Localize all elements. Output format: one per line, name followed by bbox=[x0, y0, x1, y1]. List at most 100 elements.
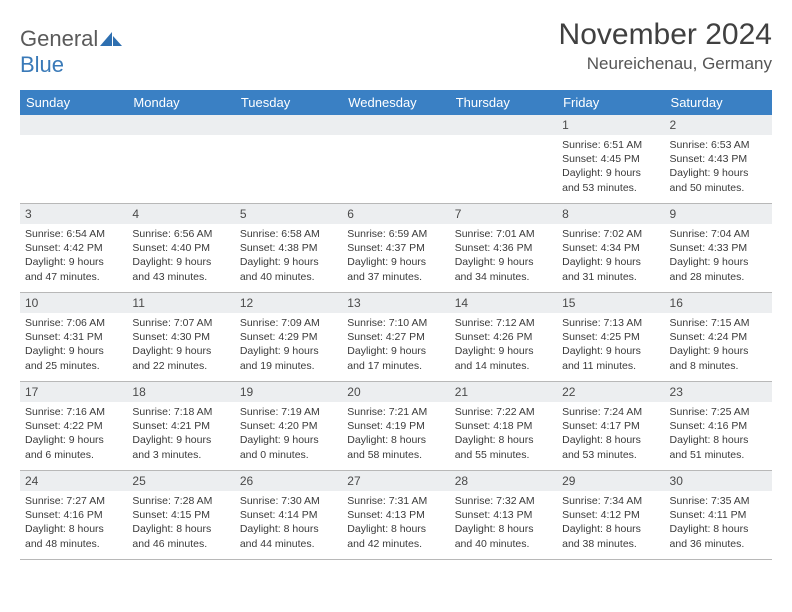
sunset-line: Sunset: 4:29 PM bbox=[240, 330, 337, 344]
column-header: Tuesday bbox=[235, 90, 342, 115]
column-header: Thursday bbox=[450, 90, 557, 115]
daylight-line: Daylight: 9 hours and 34 minutes. bbox=[455, 255, 552, 283]
day-cell: 9Sunrise: 7:04 AMSunset: 4:33 PMDaylight… bbox=[665, 204, 772, 293]
sunset-line: Sunset: 4:16 PM bbox=[25, 508, 122, 522]
logo-sail-icon bbox=[100, 26, 122, 52]
sunset-line: Sunset: 4:30 PM bbox=[132, 330, 229, 344]
sunset-line: Sunset: 4:17 PM bbox=[562, 419, 659, 433]
sunrise-line: Sunrise: 7:31 AM bbox=[347, 494, 444, 508]
sunrise-line: Sunrise: 6:53 AM bbox=[670, 138, 767, 152]
day-number: 27 bbox=[342, 471, 449, 491]
empty-daynum bbox=[235, 115, 342, 135]
sunset-line: Sunset: 4:18 PM bbox=[455, 419, 552, 433]
sunset-line: Sunset: 4:14 PM bbox=[240, 508, 337, 522]
sunset-line: Sunset: 4:42 PM bbox=[25, 241, 122, 255]
day-cell: 8Sunrise: 7:02 AMSunset: 4:34 PMDaylight… bbox=[557, 204, 664, 293]
day-data: Sunrise: 7:01 AMSunset: 4:36 PMDaylight:… bbox=[450, 224, 557, 290]
day-data: Sunrise: 6:59 AMSunset: 4:37 PMDaylight:… bbox=[342, 224, 449, 290]
daylight-line: Daylight: 9 hours and 47 minutes. bbox=[25, 255, 122, 283]
day-cell: 12Sunrise: 7:09 AMSunset: 4:29 PMDayligh… bbox=[235, 293, 342, 382]
sunset-line: Sunset: 4:37 PM bbox=[347, 241, 444, 255]
daylight-line: Daylight: 9 hours and 14 minutes. bbox=[455, 344, 552, 372]
day-data: Sunrise: 7:34 AMSunset: 4:12 PMDaylight:… bbox=[557, 491, 664, 557]
sunrise-line: Sunrise: 7:04 AM bbox=[670, 227, 767, 241]
sunset-line: Sunset: 4:19 PM bbox=[347, 419, 444, 433]
daylight-line: Daylight: 8 hours and 46 minutes. bbox=[132, 522, 229, 550]
day-number: 17 bbox=[20, 382, 127, 402]
daylight-line: Daylight: 8 hours and 38 minutes. bbox=[562, 522, 659, 550]
day-cell: 22Sunrise: 7:24 AMSunset: 4:17 PMDayligh… bbox=[557, 382, 664, 471]
daylight-line: Daylight: 9 hours and 17 minutes. bbox=[347, 344, 444, 372]
day-cell: 4Sunrise: 6:56 AMSunset: 4:40 PMDaylight… bbox=[127, 204, 234, 293]
sunset-line: Sunset: 4:34 PM bbox=[562, 241, 659, 255]
location: Neureichenau, Germany bbox=[559, 54, 772, 74]
day-number: 1 bbox=[557, 115, 664, 135]
day-number: 26 bbox=[235, 471, 342, 491]
empty-daynum bbox=[450, 115, 557, 135]
day-cell: 6Sunrise: 6:59 AMSunset: 4:37 PMDaylight… bbox=[342, 204, 449, 293]
day-number: 30 bbox=[665, 471, 772, 491]
day-data: Sunrise: 7:13 AMSunset: 4:25 PMDaylight:… bbox=[557, 313, 664, 379]
daylight-line: Daylight: 9 hours and 0 minutes. bbox=[240, 433, 337, 461]
day-data: Sunrise: 7:10 AMSunset: 4:27 PMDaylight:… bbox=[342, 313, 449, 379]
day-number: 15 bbox=[557, 293, 664, 313]
day-number: 24 bbox=[20, 471, 127, 491]
day-number: 16 bbox=[665, 293, 772, 313]
day-cell: 3Sunrise: 6:54 AMSunset: 4:42 PMDaylight… bbox=[20, 204, 127, 293]
daylight-line: Daylight: 9 hours and 3 minutes. bbox=[132, 433, 229, 461]
empty-daynum bbox=[20, 115, 127, 135]
day-data: Sunrise: 6:56 AMSunset: 4:40 PMDaylight:… bbox=[127, 224, 234, 290]
empty-cell bbox=[235, 115, 342, 204]
empty-cell bbox=[20, 115, 127, 204]
month-title: November 2024 bbox=[559, 18, 772, 52]
day-number: 8 bbox=[557, 204, 664, 224]
sunrise-line: Sunrise: 7:27 AM bbox=[25, 494, 122, 508]
sunset-line: Sunset: 4:12 PM bbox=[562, 508, 659, 522]
calendar-table: SundayMondayTuesdayWednesdayThursdayFrid… bbox=[20, 90, 772, 560]
day-cell: 24Sunrise: 7:27 AMSunset: 4:16 PMDayligh… bbox=[20, 471, 127, 560]
day-number: 21 bbox=[450, 382, 557, 402]
day-number: 5 bbox=[235, 204, 342, 224]
day-number: 28 bbox=[450, 471, 557, 491]
daylight-line: Daylight: 8 hours and 44 minutes. bbox=[240, 522, 337, 550]
sunset-line: Sunset: 4:26 PM bbox=[455, 330, 552, 344]
day-number: 6 bbox=[342, 204, 449, 224]
day-data: Sunrise: 7:04 AMSunset: 4:33 PMDaylight:… bbox=[665, 224, 772, 290]
sunset-line: Sunset: 4:45 PM bbox=[562, 152, 659, 166]
daylight-line: Daylight: 9 hours and 40 minutes. bbox=[240, 255, 337, 283]
day-number: 20 bbox=[342, 382, 449, 402]
day-cell: 18Sunrise: 7:18 AMSunset: 4:21 PMDayligh… bbox=[127, 382, 234, 471]
day-number: 29 bbox=[557, 471, 664, 491]
title-block: November 2024 Neureichenau, Germany bbox=[559, 18, 772, 74]
day-data: Sunrise: 7:02 AMSunset: 4:34 PMDaylight:… bbox=[557, 224, 664, 290]
sunrise-line: Sunrise: 7:12 AM bbox=[455, 316, 552, 330]
sunrise-line: Sunrise: 7:01 AM bbox=[455, 227, 552, 241]
daylight-line: Daylight: 9 hours and 22 minutes. bbox=[132, 344, 229, 372]
sunset-line: Sunset: 4:25 PM bbox=[562, 330, 659, 344]
day-cell: 13Sunrise: 7:10 AMSunset: 4:27 PMDayligh… bbox=[342, 293, 449, 382]
day-number: 19 bbox=[235, 382, 342, 402]
day-cell: 10Sunrise: 7:06 AMSunset: 4:31 PMDayligh… bbox=[20, 293, 127, 382]
daylight-line: Daylight: 9 hours and 25 minutes. bbox=[25, 344, 122, 372]
day-cell: 28Sunrise: 7:32 AMSunset: 4:13 PMDayligh… bbox=[450, 471, 557, 560]
day-data: Sunrise: 7:28 AMSunset: 4:15 PMDaylight:… bbox=[127, 491, 234, 557]
day-number: 2 bbox=[665, 115, 772, 135]
day-data: Sunrise: 7:32 AMSunset: 4:13 PMDaylight:… bbox=[450, 491, 557, 557]
day-cell: 7Sunrise: 7:01 AMSunset: 4:36 PMDaylight… bbox=[450, 204, 557, 293]
sunset-line: Sunset: 4:27 PM bbox=[347, 330, 444, 344]
day-number: 7 bbox=[450, 204, 557, 224]
sunrise-line: Sunrise: 7:06 AM bbox=[25, 316, 122, 330]
day-cell: 20Sunrise: 7:21 AMSunset: 4:19 PMDayligh… bbox=[342, 382, 449, 471]
day-data: Sunrise: 7:35 AMSunset: 4:11 PMDaylight:… bbox=[665, 491, 772, 557]
day-cell: 15Sunrise: 7:13 AMSunset: 4:25 PMDayligh… bbox=[557, 293, 664, 382]
sunrise-line: Sunrise: 6:54 AM bbox=[25, 227, 122, 241]
day-cell: 16Sunrise: 7:15 AMSunset: 4:24 PMDayligh… bbox=[665, 293, 772, 382]
day-cell: 21Sunrise: 7:22 AMSunset: 4:18 PMDayligh… bbox=[450, 382, 557, 471]
daylight-line: Daylight: 9 hours and 31 minutes. bbox=[562, 255, 659, 283]
header: GeneralBlue November 2024 Neureichenau, … bbox=[20, 18, 772, 78]
logo-word-general: General bbox=[20, 26, 98, 51]
sunrise-line: Sunrise: 7:32 AM bbox=[455, 494, 552, 508]
sunrise-line: Sunrise: 7:25 AM bbox=[670, 405, 767, 419]
day-data: Sunrise: 7:27 AMSunset: 4:16 PMDaylight:… bbox=[20, 491, 127, 557]
empty-cell bbox=[342, 115, 449, 204]
